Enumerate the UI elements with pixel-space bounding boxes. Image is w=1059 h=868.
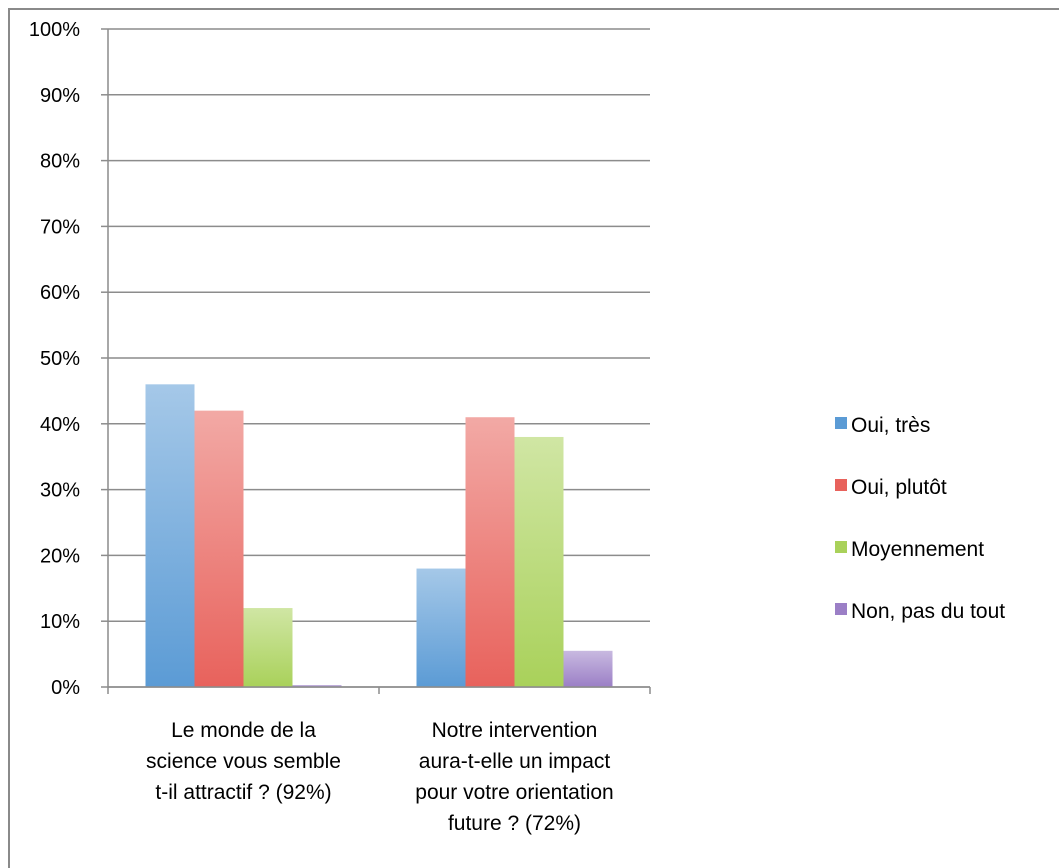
legend-swatch bbox=[835, 417, 847, 429]
bar bbox=[194, 410, 244, 687]
bar bbox=[563, 650, 613, 687]
bar bbox=[416, 568, 466, 687]
category-label: Le monde de la science vous semble t-il at… bbox=[146, 719, 341, 804]
y-tick-label: 50% bbox=[40, 348, 80, 370]
bar bbox=[292, 685, 342, 687]
legend-label: Oui, plutôt bbox=[851, 476, 947, 499]
bar bbox=[465, 417, 515, 687]
axes bbox=[101, 28, 651, 694]
legend-swatch bbox=[835, 541, 847, 553]
category-label: Notre intervention aura-t-elle un impact p… bbox=[415, 719, 613, 835]
y-tick-label: 40% bbox=[40, 414, 80, 436]
legend-label: Moyennement bbox=[851, 538, 984, 561]
bar bbox=[145, 384, 195, 687]
y-tick-label: 90% bbox=[40, 85, 80, 107]
bar bbox=[243, 608, 293, 687]
y-tick-label: 20% bbox=[40, 545, 80, 567]
bars bbox=[145, 384, 613, 687]
chart-frame bbox=[8, 8, 1059, 868]
legend-label: Oui, très bbox=[851, 414, 930, 437]
y-tick-label: 10% bbox=[40, 611, 80, 633]
y-tick-label: 60% bbox=[40, 282, 80, 304]
y-tick-labels: 0% 10% 20% 30% 40% 50% 60% 70% 80% 90% 100% bbox=[29, 19, 80, 699]
legend-label: Non, pas du tout bbox=[851, 600, 1005, 623]
y-tick-label: 70% bbox=[40, 216, 80, 238]
legend-swatch bbox=[835, 479, 847, 491]
legend: Oui, très Oui, plutôt Moyennement Non, pas … bbox=[835, 414, 1005, 623]
y-tick-label: 80% bbox=[40, 151, 80, 173]
y-tick-label: 30% bbox=[40, 480, 80, 502]
bar bbox=[514, 436, 564, 687]
y-tick-label: 100% bbox=[29, 19, 80, 41]
y-tick-label: 0% bbox=[51, 677, 80, 699]
legend-swatch bbox=[835, 603, 847, 615]
category-labels: Le monde de la science vous semble t-il at… bbox=[146, 719, 614, 835]
